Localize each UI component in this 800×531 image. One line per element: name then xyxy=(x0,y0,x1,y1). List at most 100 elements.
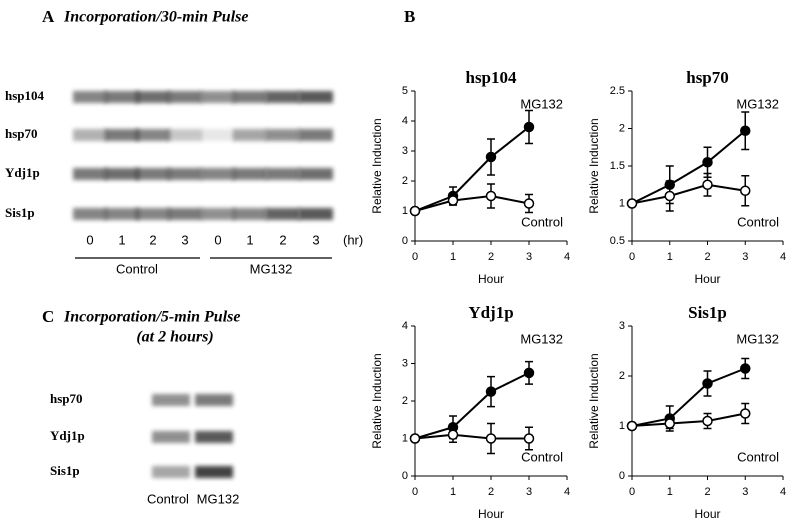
y-tick-label: 2 xyxy=(619,370,625,382)
x-tick-label: 0 xyxy=(629,251,635,263)
blot-band xyxy=(195,431,233,443)
blot-band xyxy=(299,168,333,180)
series-line xyxy=(631,129,746,205)
blot-band xyxy=(195,394,233,406)
y-tick-label: 2 xyxy=(402,175,408,187)
y-tick-label: 3 xyxy=(402,357,408,369)
y-tick-label: 2.5 xyxy=(610,85,625,97)
blot-band xyxy=(168,208,202,220)
row-label: Ydj1p xyxy=(5,165,40,180)
data-point xyxy=(626,198,638,209)
panel-subtitle: (at 2 hours) xyxy=(136,329,213,346)
panel-label: A xyxy=(42,7,55,26)
series-line xyxy=(414,126,530,212)
blot-band xyxy=(105,168,139,180)
series-line xyxy=(414,371,530,440)
x-tick-label: 0 xyxy=(412,251,418,263)
lane-label: Control xyxy=(147,491,189,506)
blot-band xyxy=(266,208,300,220)
y-tick-label: 5 xyxy=(402,85,408,97)
series-label: MG132 xyxy=(520,96,563,111)
row-label: hsp70 xyxy=(50,391,83,406)
lane-label: 1 xyxy=(118,232,125,247)
data-point xyxy=(740,125,751,136)
row-label: hsp104 xyxy=(5,88,45,103)
x-tick-label: 1 xyxy=(450,486,456,498)
x-tick-label: 4 xyxy=(564,251,570,263)
data-point xyxy=(740,408,751,419)
panel-title: Incorporation/5-min Pulse xyxy=(63,309,240,326)
blot-band xyxy=(266,129,300,141)
data-point xyxy=(702,415,713,427)
series-label: MG132 xyxy=(736,96,779,111)
data-point xyxy=(702,179,713,190)
panel-title: Incorporation/30-min Pulse xyxy=(63,9,248,26)
y-tick-label: 4 xyxy=(402,320,408,332)
y-tick-label: 1 xyxy=(619,197,625,209)
blot-band xyxy=(201,91,235,103)
x-tick-label: 2 xyxy=(704,251,710,263)
series-label: MG132 xyxy=(736,331,779,346)
blot-band xyxy=(136,129,170,141)
y-axis-label: Relative Induction xyxy=(587,118,601,213)
blot-band xyxy=(299,129,333,141)
y-tick-label: 1 xyxy=(619,420,625,432)
blot-band xyxy=(201,129,235,141)
data-point xyxy=(523,433,535,444)
y-tick-label: 0 xyxy=(402,470,408,482)
blot-band xyxy=(195,466,233,478)
y-tick-label: 1 xyxy=(402,205,408,217)
x-tick-label: 3 xyxy=(526,486,532,498)
y-tick-label: 1 xyxy=(402,432,408,444)
row-label: hsp70 xyxy=(5,126,38,141)
row-label: Sis1p xyxy=(50,463,80,478)
x-tick-label: 2 xyxy=(488,251,494,263)
blot-band xyxy=(299,208,333,220)
chart-title: hsp104 xyxy=(465,68,517,87)
data-point xyxy=(447,195,459,206)
data-point xyxy=(740,363,751,374)
series-label: MG132 xyxy=(520,331,563,346)
series-line xyxy=(414,194,530,212)
x-axis-label: Hour xyxy=(694,272,720,286)
y-tick-label: 0 xyxy=(402,235,408,247)
panel-label: C xyxy=(42,307,54,326)
lane-label: 3 xyxy=(312,232,319,247)
blot-band xyxy=(105,91,139,103)
data-point xyxy=(664,190,675,202)
blot-band xyxy=(136,208,170,220)
y-tick-label: 1.5 xyxy=(610,160,625,172)
row-label: Sis1p xyxy=(5,205,35,220)
data-point xyxy=(485,190,497,202)
blot-band xyxy=(233,91,267,103)
x-axis-label: Hour xyxy=(478,507,504,521)
row-label: Ydj1p xyxy=(50,428,85,443)
series-label: Control xyxy=(521,214,563,229)
blot-band xyxy=(201,168,235,180)
group-label: MG132 xyxy=(250,261,293,276)
data-point xyxy=(702,157,713,168)
blot-band xyxy=(266,168,300,180)
y-tick-label: 2 xyxy=(402,395,408,407)
blot-band xyxy=(201,208,235,220)
lane-label: 2 xyxy=(279,232,286,247)
x-tick-label: 1 xyxy=(450,251,456,263)
y-tick-label: 0 xyxy=(619,470,625,482)
lane-label: 0 xyxy=(86,232,93,247)
blot-band xyxy=(233,168,267,180)
data-point xyxy=(664,418,675,429)
series-label: Control xyxy=(521,449,563,464)
series-line xyxy=(631,367,746,427)
x-axis-label: Hour xyxy=(478,272,504,286)
chart-title: hsp70 xyxy=(686,68,729,87)
x-tick-label: 3 xyxy=(742,486,748,498)
lane-label: 3 xyxy=(181,232,188,247)
y-tick-label: 0.5 xyxy=(610,235,625,247)
y-axis-label: Relative Induction xyxy=(587,353,601,448)
data-point xyxy=(702,378,713,389)
series-label: Control xyxy=(737,449,779,464)
blot-band xyxy=(136,91,170,103)
x-tick-label: 3 xyxy=(526,251,532,263)
lane-label: 2 xyxy=(149,232,156,247)
